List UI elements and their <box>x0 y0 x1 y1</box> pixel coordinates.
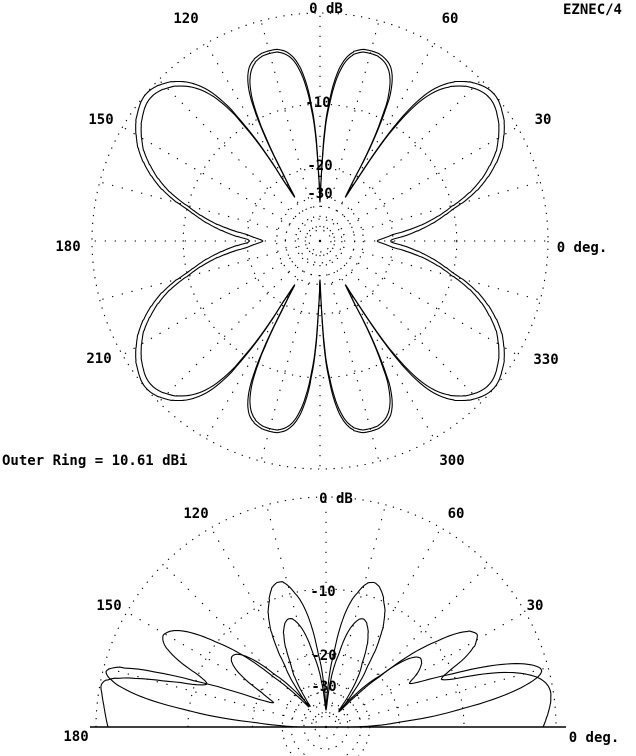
angle-spoke <box>326 43 435 230</box>
db-ring <box>246 167 394 315</box>
angle-label: 0 dB <box>319 491 353 507</box>
inner-scale-ring <box>308 229 332 253</box>
db-ring <box>182 103 458 379</box>
angle-spoke <box>333 244 541 301</box>
angle-spoke <box>210 527 320 716</box>
angle-spoke <box>332 527 442 716</box>
db-scale-label: -30 <box>311 679 336 695</box>
angle-spoke <box>326 252 435 439</box>
db-scale-label: -20 <box>311 648 336 664</box>
angle-label: 0 dB <box>309 1 343 17</box>
angle-label: 180 <box>55 239 80 255</box>
db-scale-label: -10 <box>310 584 335 600</box>
angle-spoke <box>260 254 317 462</box>
angle-label: 330 <box>533 352 558 368</box>
angle-spoke <box>339 666 549 724</box>
angle-label: 150 <box>88 112 113 128</box>
db-scale-label: -10 <box>305 95 330 111</box>
angle-spoke <box>333 181 541 238</box>
angle-spoke <box>158 250 311 403</box>
angle-spoke <box>122 126 309 235</box>
angle-spoke <box>205 252 314 439</box>
angle-label: 0 deg. <box>557 240 608 256</box>
angle-spoke <box>158 79 311 232</box>
angle-spoke <box>99 181 307 238</box>
angle-spoke <box>126 611 315 721</box>
brand-label: EZNEC/4 <box>562 2 622 18</box>
angle-spoke <box>337 611 526 721</box>
angle-label: 150 <box>96 598 121 614</box>
angle-label: 60 <box>442 11 459 27</box>
angle-spoke <box>331 247 518 356</box>
db-scale-label: -30 <box>307 186 332 202</box>
azimuth-pattern-trace-inner <box>140 51 500 431</box>
angle-spoke <box>99 244 307 301</box>
plot-center-dot <box>324 725 328 729</box>
azimuth-pattern-plot: 0 dB 120 60 150 30 180 0 deg. 210 330 300 -10 -20 -3… <box>55 1 608 470</box>
angle-spoke <box>329 504 387 714</box>
angle-label: 210 <box>86 351 111 367</box>
angle-spoke <box>335 563 490 718</box>
angle-label: 0 deg. <box>569 730 620 746</box>
angle-label: 30 <box>535 112 552 128</box>
plot-center-dot <box>318 239 322 243</box>
angle-label: 120 <box>173 11 198 27</box>
elevation-pattern-trace-inner <box>105 618 543 728</box>
angle-spoke <box>103 666 313 724</box>
angle-spoke <box>205 43 314 230</box>
angle-spoke <box>329 250 482 403</box>
angle-spoke <box>162 563 317 718</box>
angle-label: 180 <box>63 729 88 745</box>
angle-spoke <box>331 126 518 235</box>
angle-spoke <box>323 254 380 462</box>
angle-label: 300 <box>439 453 464 469</box>
inner-scale-ring <box>297 218 343 264</box>
elevation-pattern-plot: 0 dB 120 60 150 30 180 0 deg. -10 -20 -30 <box>63 491 619 756</box>
db-ring <box>187 588 465 728</box>
angle-spoke <box>329 79 482 232</box>
db-scale-label: -20 <box>307 158 332 174</box>
angle-label: 120 <box>183 506 208 522</box>
elevation-pattern-trace-outer <box>100 581 552 728</box>
db-ring <box>91 12 549 470</box>
angle-label: 30 <box>527 598 544 614</box>
angle-spoke <box>265 504 323 714</box>
outer-ring-annotation: Outer Ring = 10.61 dBi <box>2 453 188 469</box>
angle-label: 60 <box>448 506 465 522</box>
